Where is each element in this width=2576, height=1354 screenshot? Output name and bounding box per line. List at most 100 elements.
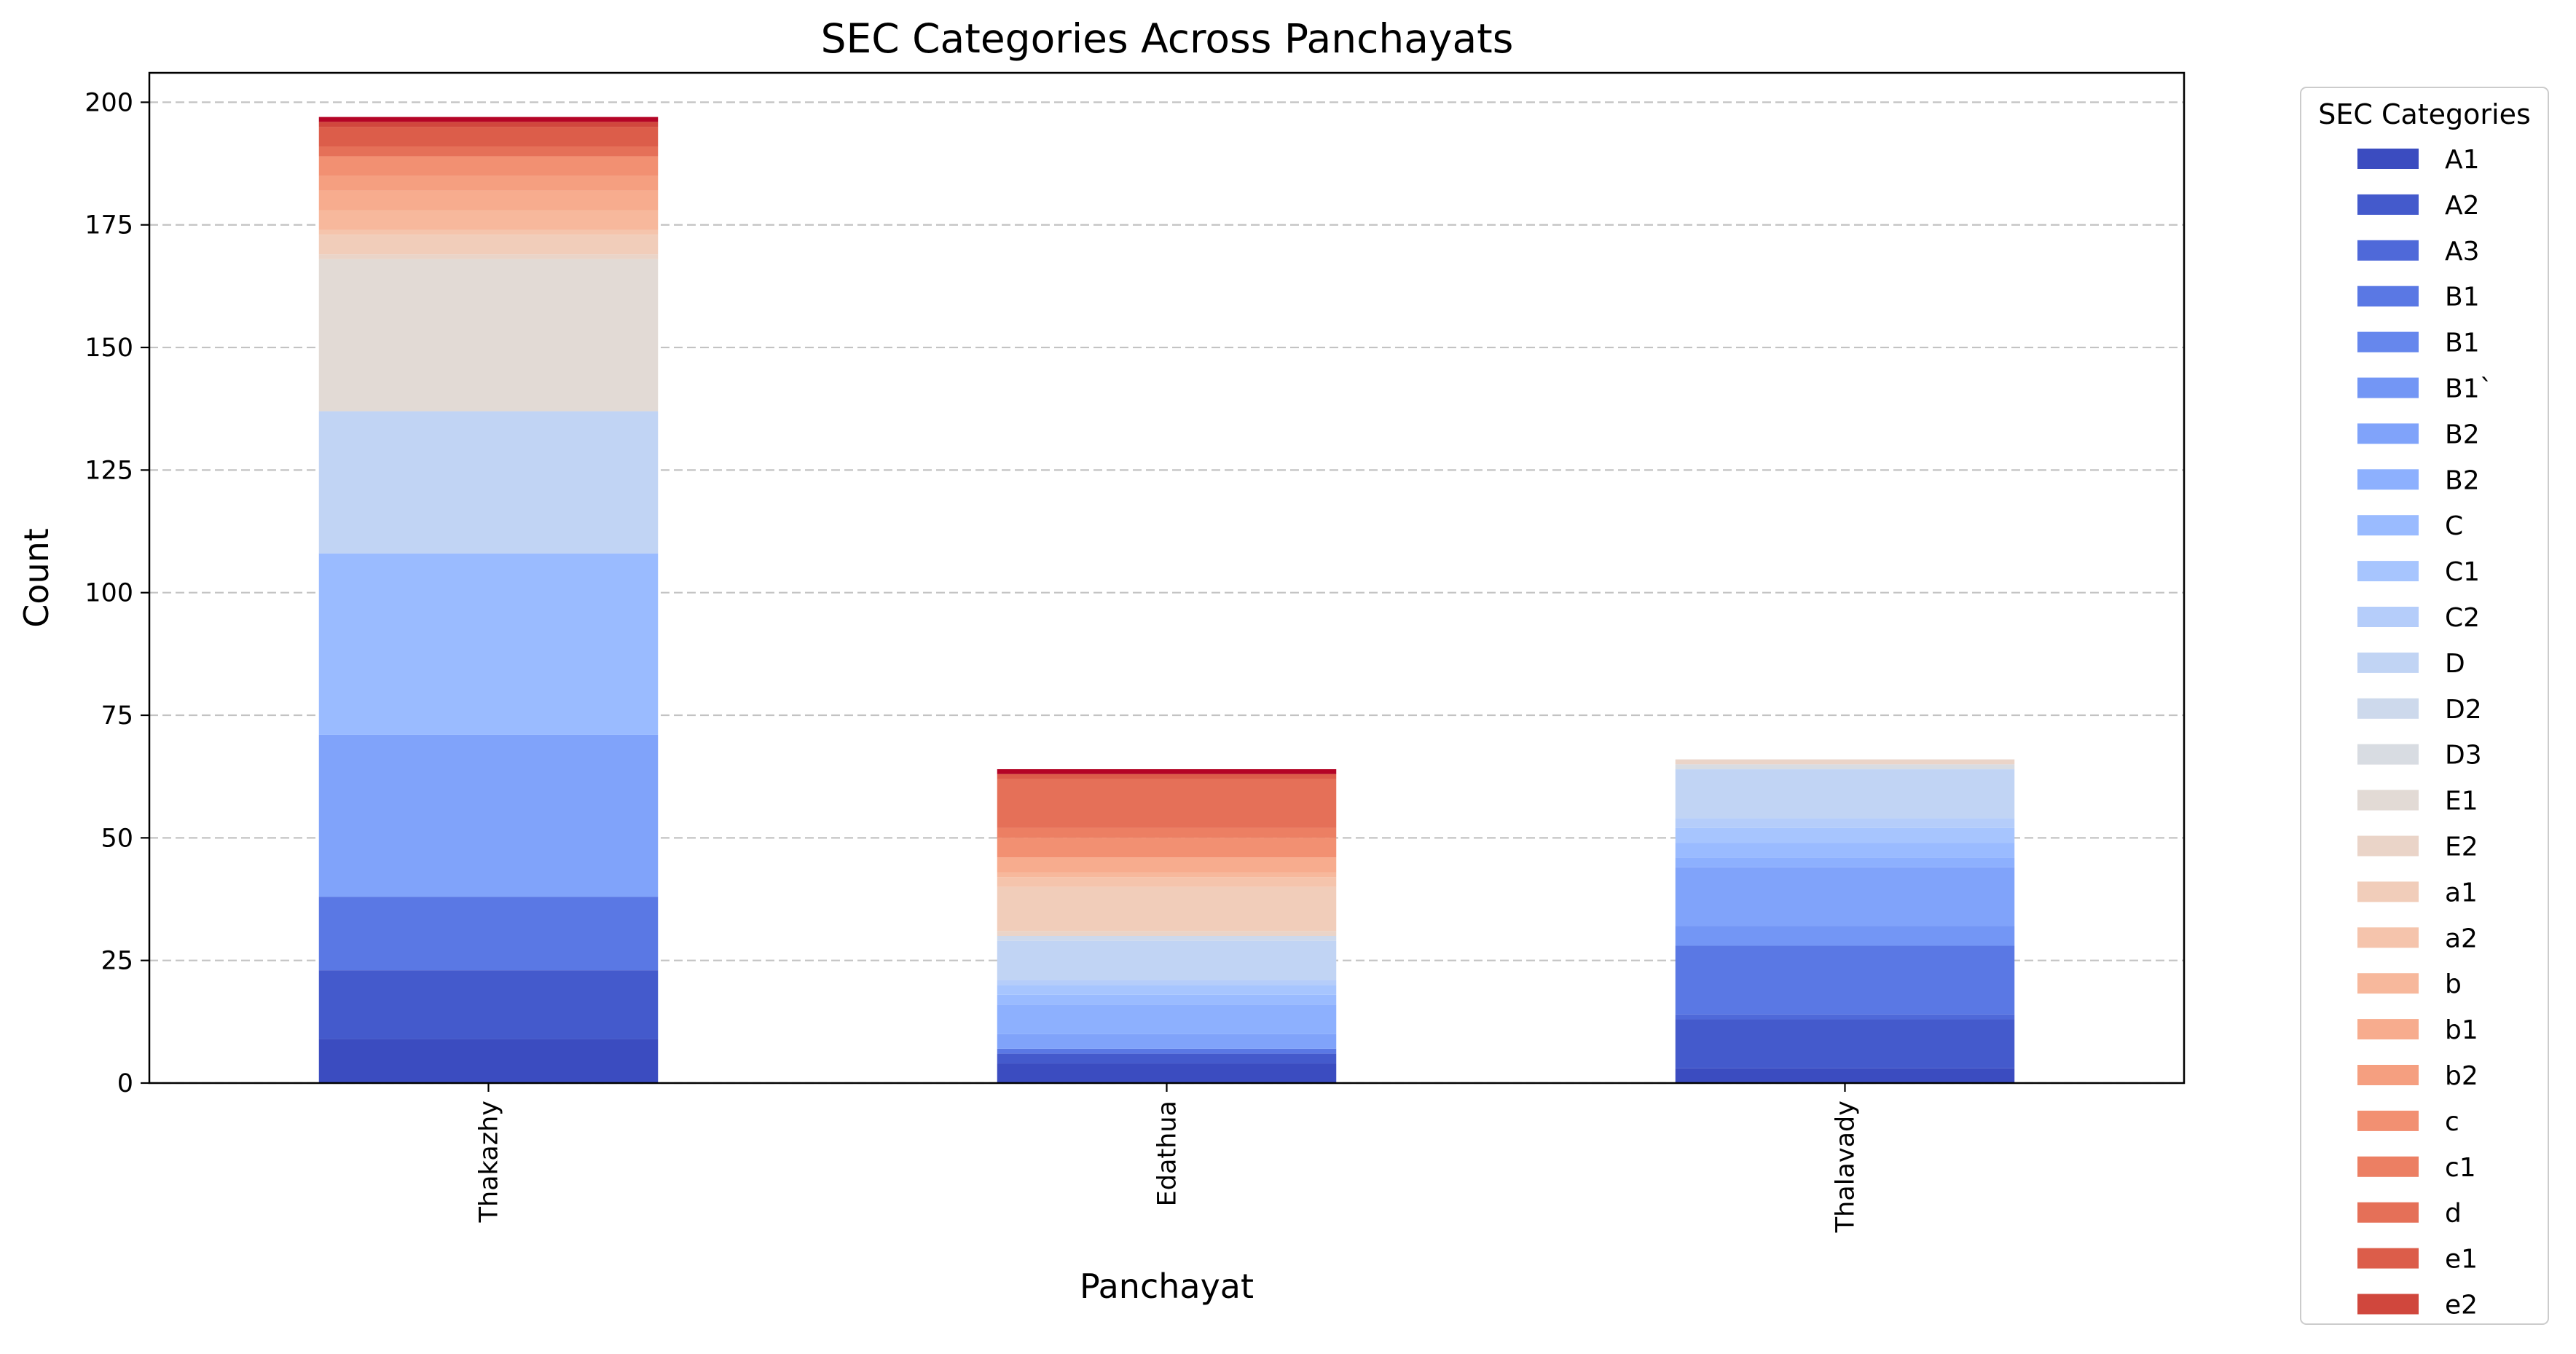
- y-tick-label: 175: [85, 211, 133, 240]
- legend-swatch: [2357, 1019, 2419, 1040]
- legend-label: c1: [2445, 1153, 2476, 1183]
- bar-segment: [997, 877, 1337, 887]
- legend: SEC Categories A1 A2 A3 B1 B1 B1` B2 B2 C C1 C2 D D2…: [2300, 87, 2549, 1325]
- bar-segment: [997, 985, 1337, 995]
- legend-swatch: [2357, 286, 2419, 307]
- bar-segment: [1675, 857, 2015, 867]
- bar-segment: [318, 127, 659, 146]
- legend-items: A1 A2 A3 B1 B1 B1` B2 B2 C C1 C2 D D2 D3 E1 E2 a1 a2 b b1 b2…: [2357, 145, 2493, 1320]
- bar-segment: [1675, 1068, 2015, 1083]
- legend-swatch: [2357, 1110, 2419, 1131]
- bar-segment: [318, 734, 659, 897]
- bar-segment: [997, 872, 1337, 878]
- bar-segment: [1675, 764, 2015, 770]
- y-tick-label: 25: [101, 947, 133, 976]
- legend-label: b1: [2445, 1015, 2478, 1045]
- bar-segment: [997, 857, 1337, 873]
- legend-label: E2: [2445, 833, 2478, 862]
- legend-title: SEC Categories: [2318, 98, 2531, 130]
- legend-swatch: [2357, 331, 2419, 353]
- bar-segment: [318, 970, 659, 1039]
- bar-segment: [997, 886, 1337, 932]
- bar-segment: [1675, 818, 2015, 828]
- legend-swatch: [2357, 790, 2419, 811]
- legend-label: D2: [2445, 695, 2482, 725]
- legend-frame: [2300, 87, 2549, 1325]
- legend-swatch: [2357, 973, 2419, 994]
- legend-label: b: [2445, 969, 2462, 999]
- legend-label: C: [2445, 511, 2463, 541]
- bars: [318, 117, 2015, 1083]
- bar-segment: [318, 210, 659, 230]
- legend-label: C2: [2445, 603, 2480, 633]
- x-tick-label: Edathua: [1153, 1101, 1182, 1206]
- legend-label: b2: [2445, 1061, 2478, 1091]
- bar-segment: [997, 827, 1337, 838]
- legend-label: B2: [2445, 420, 2480, 449]
- legend-label: e2: [2445, 1291, 2478, 1320]
- x-axis: Thakazhy Edathua Thalavady: [475, 1083, 1861, 1233]
- bar-segment: [997, 940, 1337, 980]
- legend-label: a2: [2445, 924, 2478, 953]
- bar-segment: [1675, 945, 2015, 1015]
- legend-label: a1: [2445, 878, 2478, 908]
- chart-title: SEC Categories Across Panchayats: [821, 15, 1514, 62]
- bar-segment: [997, 838, 1337, 858]
- bar-segment: [997, 1004, 1337, 1034]
- bar-segment: [318, 254, 659, 259]
- bar-segment: [997, 1034, 1337, 1049]
- legend-swatch: [2357, 515, 2419, 536]
- legend-swatch: [2357, 194, 2419, 215]
- bar-segment: [997, 774, 1337, 779]
- legend-swatch: [2357, 607, 2419, 627]
- bar-segment: [318, 235, 659, 255]
- legend-swatch: [2357, 561, 2419, 582]
- legend-label: D: [2445, 649, 2465, 679]
- bar-segment: [1675, 1014, 2015, 1020]
- x-tick-label: Thakazhy: [475, 1101, 504, 1223]
- legend-label: E1: [2445, 787, 2478, 816]
- legend-label: B1`: [2445, 374, 2493, 404]
- legend-swatch: [2357, 652, 2419, 673]
- legend-swatch: [2357, 149, 2419, 169]
- bar-segment: [318, 122, 659, 127]
- x-axis-title: Panchayat: [1080, 1267, 1254, 1306]
- bar-segment: [1675, 843, 2015, 858]
- legend-label: B1: [2445, 328, 2480, 358]
- bar-segment: [318, 117, 659, 122]
- y-tick-label: 75: [101, 701, 133, 731]
- bar-segment: [318, 229, 659, 235]
- bar-segment: [997, 936, 1337, 941]
- x-tick-label: Thalavady: [1831, 1101, 1861, 1233]
- legend-swatch: [2357, 469, 2419, 490]
- bar-segment: [997, 994, 1337, 1005]
- y-tick-label: 200: [85, 88, 133, 117]
- legend-swatch: [2357, 1065, 2419, 1085]
- bar-segment: [318, 553, 659, 735]
- bar-segment: [318, 156, 659, 176]
- legend-swatch: [2357, 377, 2419, 398]
- bar-segment: [997, 779, 1337, 828]
- legend-label: B2: [2445, 465, 2480, 495]
- y-tick-label: 50: [101, 824, 133, 853]
- bar-segment: [318, 176, 659, 191]
- bar-segment: [318, 190, 659, 210]
- bar-segment: [1675, 1019, 2015, 1068]
- legend-label: e1: [2445, 1245, 2478, 1275]
- legend-swatch: [2357, 1294, 2419, 1315]
- bar-segment: [997, 1053, 1337, 1064]
- legend-label: A2: [2445, 191, 2480, 221]
- bar-segment: [997, 1063, 1337, 1083]
- bar-segment: [318, 411, 659, 554]
- legend-label: B1: [2445, 283, 2480, 312]
- legend-swatch: [2357, 1202, 2419, 1223]
- legend-swatch: [2357, 240, 2419, 261]
- y-tick-label: 100: [85, 579, 133, 608]
- y-axis-title: Count: [17, 528, 56, 628]
- bar-segment: [318, 146, 659, 157]
- bar-segment: [1675, 827, 2015, 843]
- legend-swatch: [2357, 881, 2419, 902]
- bar-segment: [1675, 867, 2015, 926]
- bar-segment: [318, 1039, 659, 1083]
